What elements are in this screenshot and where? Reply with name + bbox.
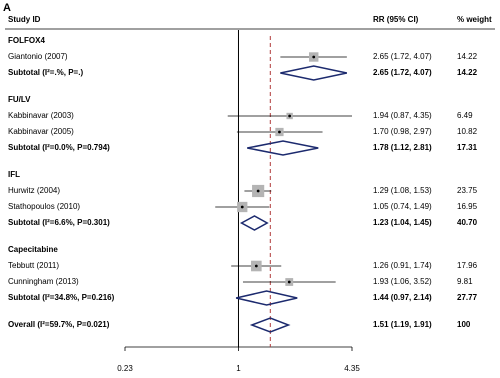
study-label: Kabbinavar (2003) [8,111,74,120]
group-label: FU/LV [8,95,31,104]
weight-label: 14.22 [457,68,478,77]
subtotal-diamond [247,140,319,156]
overall-label: Overall (I²=59.7%, P=0.021) [8,320,110,329]
rr-label: 1.70 (0.98, 2.97) [373,127,432,136]
weight-label: 100 [457,320,471,329]
subtotal-label: Subtotal (I²=.%, P=.) [8,68,83,77]
rr-label: 2.65 (1.72, 4.07) [373,68,432,77]
study-label: Kabbinavar (2005) [8,127,74,136]
rr-label: 1.26 (0.91, 1.74) [373,261,432,270]
study-label: Hurwitz (2004) [8,186,60,195]
rr-label: 1.94 (0.87, 4.35) [373,111,432,120]
study-label: Stathopoulos (2010) [8,202,80,211]
point-estimate [256,189,260,193]
panel-label: A [3,2,11,14]
subtotal-diamond [280,65,348,81]
weight-label: 10.82 [457,127,478,136]
subtotal-diamond [235,290,298,306]
weight-label: 9.81 [457,277,473,286]
rr-label: 1.93 (1.06, 3.52) [373,277,432,286]
rr-label: 1.23 (1.04, 1.45) [373,218,432,227]
group-label: FOLFOX4 [8,36,45,45]
group-label: IFL [8,170,20,179]
subtotal-label: Subtotal (I²=34.8%, P=0.216) [8,293,115,302]
rr-label: 1.51 (1.19, 1.91) [373,320,432,329]
study-label: Cunningham (2013) [8,277,79,286]
rr-label: 1.05 (0.74, 1.49) [373,202,432,211]
group-label: Capecitabine [8,245,58,254]
point-estimate [312,55,316,59]
point-estimate [254,264,258,268]
rr-label: 2.65 (1.72, 4.07) [373,52,432,61]
x-tick-label: 4.35 [344,364,360,373]
weight-label: 14.22 [457,52,478,61]
rr-label: 1.29 (1.08, 1.53) [373,186,432,195]
point-estimate [288,114,292,118]
point-estimate [240,205,244,209]
weight-label: 17.96 [457,261,478,270]
weight-label: 16.95 [457,202,478,211]
weight-label: 6.49 [457,111,473,120]
study-label: Tebbutt (2011) [8,261,59,270]
subtotal-diamond [239,215,269,231]
rr-label: 1.78 (1.12, 2.81) [373,143,432,152]
subtotal-label: Subtotal (I²=6.6%, P=0.301) [8,218,110,227]
header-weight: % weight [457,15,492,24]
weight-label: 40.70 [457,218,478,227]
rr-label: 1.44 (0.97, 2.14) [373,293,432,302]
study-label: Giantonio (2007) [8,52,68,61]
weight-label: 23.75 [457,186,478,195]
header-study: Study ID [8,15,41,24]
subtotal-label: Subtotal (I²=0.0%, P=0.794) [8,143,110,152]
point-estimate [287,280,291,284]
x-tick-label: 1 [236,364,241,373]
weight-label: 27.77 [457,293,478,302]
overall-diamond [249,317,291,333]
weight-label: 17.31 [457,143,478,152]
x-tick-label: 0.23 [117,364,133,373]
header-rr: RR (95% CI) [373,15,419,24]
point-estimate [278,130,281,134]
